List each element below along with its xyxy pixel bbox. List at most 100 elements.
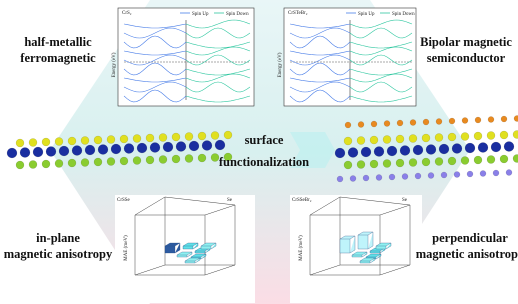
- panel-title: CrSSeBr₂: [292, 198, 312, 203]
- atom: [215, 140, 225, 150]
- atom: [428, 173, 434, 179]
- atom: [107, 136, 115, 144]
- label: perpendicular: [432, 231, 508, 245]
- atom: [72, 146, 82, 156]
- atom: [42, 138, 50, 146]
- atom: [16, 161, 24, 169]
- atom: [211, 132, 219, 140]
- legend-label: Spin Up: [358, 12, 375, 17]
- atom: [487, 156, 495, 164]
- atom: [435, 158, 443, 166]
- atom: [185, 155, 193, 163]
- atom: [29, 139, 37, 147]
- atom: [462, 118, 468, 124]
- atom: [163, 142, 173, 152]
- atom: [59, 146, 69, 156]
- atom: [137, 143, 147, 153]
- atom: [475, 117, 481, 123]
- atom: [409, 159, 417, 167]
- atom: [189, 141, 199, 151]
- atom: [461, 157, 469, 165]
- atom: [348, 148, 358, 158]
- atom: [68, 159, 76, 167]
- atom: [491, 142, 501, 152]
- atom: [480, 171, 486, 177]
- atom: [29, 161, 37, 169]
- atom: [55, 138, 63, 146]
- label: semiconductor: [427, 51, 506, 65]
- atom: [81, 137, 89, 145]
- atom: [436, 119, 442, 125]
- atom: [33, 147, 43, 157]
- atom: [474, 132, 482, 140]
- atom: [198, 132, 206, 140]
- atom: [423, 119, 429, 125]
- atom: [371, 121, 377, 127]
- atom: [396, 135, 404, 143]
- atom: [172, 133, 180, 141]
- atom: [146, 156, 154, 164]
- atom: [506, 170, 512, 176]
- panel-title: CrS₂: [122, 11, 132, 16]
- atom: [500, 155, 508, 163]
- legend-label: Spin Down: [392, 12, 415, 17]
- atom: [493, 170, 499, 176]
- atom: [146, 134, 154, 142]
- atom: [120, 157, 128, 165]
- atom: [133, 135, 141, 143]
- atom: [396, 159, 404, 167]
- legend-label: Spin Up: [192, 12, 209, 17]
- atom: [513, 131, 518, 139]
- atom: [514, 116, 518, 122]
- axis-label: Energy (eV): [112, 52, 117, 77]
- bar-3d: [165, 243, 180, 253]
- atom: [42, 160, 50, 168]
- atom: [384, 121, 390, 127]
- atom: [465, 143, 475, 153]
- label: functionalization: [219, 155, 309, 169]
- atom: [335, 148, 345, 158]
- atom: [107, 158, 115, 166]
- atom: [68, 137, 76, 145]
- atom: [344, 161, 352, 169]
- atom: [344, 137, 352, 145]
- atom: [224, 131, 232, 139]
- atom: [176, 142, 186, 152]
- atom: [345, 122, 351, 128]
- atom: [413, 145, 423, 155]
- atom: [374, 147, 384, 157]
- panel-title: CrSSe: [117, 198, 131, 203]
- atom: [55, 160, 63, 168]
- atom: [448, 157, 456, 165]
- atom: [46, 147, 56, 157]
- atom: [383, 160, 391, 168]
- atom: [454, 172, 460, 178]
- axis-label: MAE (meV): [124, 235, 129, 261]
- atom: [426, 145, 436, 155]
- atom: [20, 148, 30, 158]
- atom: [124, 144, 134, 154]
- atom: [488, 117, 494, 123]
- atom: [449, 118, 455, 124]
- atom: [370, 136, 378, 144]
- atom: [198, 154, 206, 162]
- atom: [387, 146, 397, 156]
- atom: [474, 156, 482, 164]
- atom: [172, 155, 180, 163]
- atom: [376, 175, 382, 181]
- label: magnetic anisotropy: [4, 247, 113, 261]
- atom: [397, 120, 403, 126]
- atom: [363, 175, 369, 181]
- atom: [452, 144, 462, 154]
- atom: [487, 132, 495, 140]
- atom: [448, 133, 456, 141]
- atom: [133, 157, 141, 165]
- label: half-metallic: [24, 35, 92, 49]
- label: magnetic anisotropy: [416, 247, 518, 261]
- atom: [415, 173, 421, 179]
- atom: [441, 172, 447, 178]
- atom: [337, 176, 343, 182]
- atom: [159, 134, 167, 142]
